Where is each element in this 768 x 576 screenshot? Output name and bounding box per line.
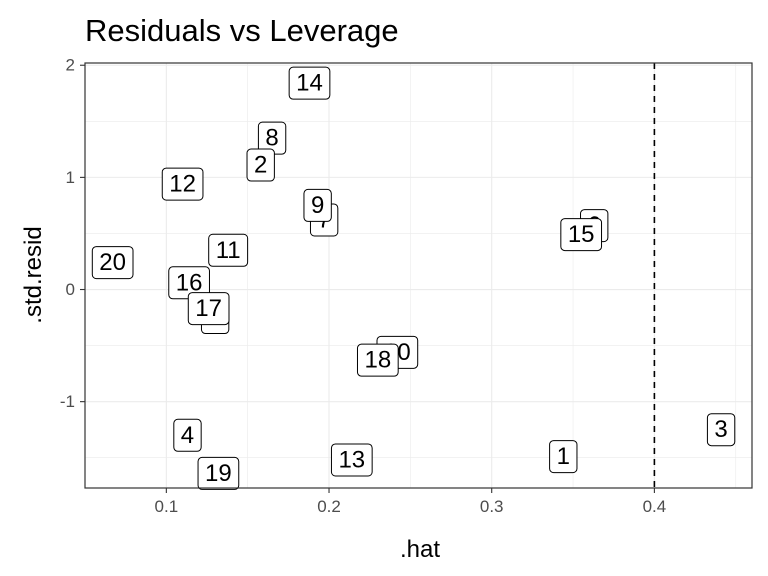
y-tick-label: -1 xyxy=(60,392,75,411)
point-label: 1 xyxy=(549,440,578,474)
point-labels: 1482127961511201651710183411319 xyxy=(91,66,736,490)
plot-panel-border xyxy=(84,62,753,489)
point-label: 2 xyxy=(246,148,275,182)
point-label: 9 xyxy=(303,188,332,222)
x-tick-label: 0.3 xyxy=(480,497,504,516)
point-label: 4 xyxy=(173,418,202,452)
point-label: 8 xyxy=(257,121,287,155)
point-label-text: 1 xyxy=(557,443,570,470)
point-label-box xyxy=(161,167,204,201)
point-label-text: 2 xyxy=(254,152,267,179)
point-label-text: 3 xyxy=(714,416,727,443)
point-label-text: 18 xyxy=(364,347,391,374)
point-label: 16 xyxy=(168,266,210,300)
point-label: 19 xyxy=(197,456,240,490)
point-label: 15 xyxy=(560,218,603,252)
y-tick-label: 0 xyxy=(66,280,75,299)
point-label-box xyxy=(173,418,202,452)
x-tick-label: 0.1 xyxy=(155,497,179,516)
point-label-box xyxy=(356,343,399,377)
point-label-box xyxy=(246,148,275,182)
point-label-text: 17 xyxy=(195,295,222,322)
y-tick-label: 2 xyxy=(66,56,75,75)
y-axis-title: .std.resid xyxy=(20,226,47,323)
point-label: 17 xyxy=(187,292,230,326)
point-label: 11 xyxy=(208,233,249,267)
grid xyxy=(84,63,752,488)
point-label-text: 20 xyxy=(99,249,126,276)
point-label: 3 xyxy=(706,413,736,447)
point-label-box xyxy=(197,456,240,490)
point-label-text: 11 xyxy=(216,237,241,264)
point-label-text: 16 xyxy=(176,269,203,296)
point-label-box xyxy=(706,413,736,447)
point-label-text: 19 xyxy=(205,460,232,487)
point-label-box xyxy=(560,218,603,252)
point-label-text: 15 xyxy=(568,221,595,248)
point-label-box xyxy=(91,246,134,280)
point-label-text: 13 xyxy=(338,446,365,473)
point-label: 13 xyxy=(330,443,373,477)
point-label-box xyxy=(288,66,331,100)
point-label-box xyxy=(208,233,249,267)
point-label-box xyxy=(187,292,230,326)
point-label: 18 xyxy=(356,343,399,377)
point-label-text: 14 xyxy=(296,70,323,97)
x-tick-label: 0.4 xyxy=(643,497,667,516)
point-label-text: 9 xyxy=(311,192,324,219)
x-axis-title: .hat xyxy=(400,536,440,563)
x-tick-label: 0.2 xyxy=(317,497,341,516)
point-label-text: 4 xyxy=(181,422,194,449)
point-label: 20 xyxy=(91,246,134,280)
point-label-text: 8 xyxy=(265,125,278,152)
chart-title: Residuals vs Leverage xyxy=(85,13,399,48)
point-label-text: 12 xyxy=(169,171,196,198)
y-tick-label: 1 xyxy=(66,168,75,187)
point-label: 14 xyxy=(288,66,331,100)
point-label-box xyxy=(549,440,578,474)
point-label: 12 xyxy=(161,167,204,201)
point-label-box xyxy=(330,443,373,477)
point-label-box xyxy=(303,188,332,222)
